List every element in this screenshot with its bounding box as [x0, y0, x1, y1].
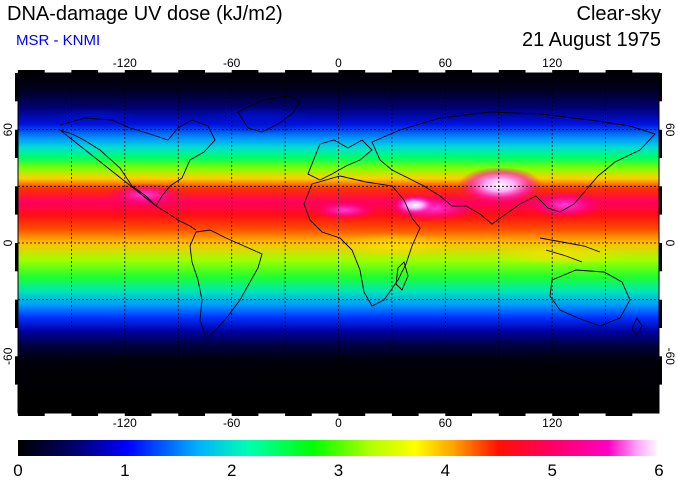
maritime-continent-coast: [539, 237, 601, 263]
africa-coast: [303, 175, 421, 307]
lon-tick-label: 0: [335, 56, 342, 70]
colorbar-label: 4: [441, 461, 450, 480]
europe-coast: [307, 139, 373, 181]
madagascar-coast: [395, 261, 409, 291]
colorbar-labels: 0 1 2 3 4 5 6: [13, 461, 663, 480]
lat-tick-label: 0: [663, 240, 677, 247]
north-america-coast: [59, 117, 216, 231]
colorbar-label: 5: [547, 461, 556, 480]
sky-condition-label: Clear-sky: [576, 3, 661, 25]
lon-tick-label: 0: [335, 416, 342, 430]
lon-ticks-top: -120 -60 0 60 120: [113, 56, 563, 70]
lon-tick-label: -60: [223, 56, 241, 70]
source-label: MSR - KNMI: [16, 32, 101, 49]
greenland-coast: [237, 95, 301, 133]
lat-tick-label: 60: [1, 123, 15, 137]
lon-tick-label: 120: [542, 416, 562, 430]
eurasia-coast: [371, 111, 656, 225]
lat-tick-label: 0: [1, 239, 15, 246]
north-atlantic-low: [198, 106, 318, 134]
frame-checkers: [15, 70, 662, 416]
lat-ticks-left: 60 0 -60: [1, 123, 15, 365]
australia-coast: [549, 269, 631, 327]
lon-tick-label: -120: [113, 416, 137, 430]
lon-tick-label: 60: [439, 56, 453, 70]
colorbar-label: 0: [13, 461, 22, 480]
lat-tick-label: -60: [663, 348, 677, 366]
coastlines: [59, 95, 656, 339]
lat-tick-label: -60: [1, 347, 15, 365]
lon-ticks-bottom: -120 -60 0 60 120: [113, 416, 563, 430]
map-title: DNA-damage UV dose (kJ/m2): [7, 3, 283, 25]
lon-tick-label: -120: [113, 56, 137, 70]
date-label: 21 August 1975: [521, 29, 661, 51]
colorbar: [18, 440, 659, 456]
tibet-hotspot: [458, 167, 542, 203]
lon-tick-label: 60: [439, 416, 453, 430]
colorbar-label: 3: [334, 461, 343, 480]
new-zealand-coast: [631, 317, 643, 337]
lon-tick-label: -60: [223, 416, 241, 430]
graticule: [18, 73, 659, 413]
colorbar-label: 2: [227, 461, 236, 480]
lat-tick-label: 60: [663, 123, 677, 137]
colorbar-label: 6: [654, 461, 663, 480]
colorbar-label: 1: [120, 461, 129, 480]
lon-tick-label: 120: [542, 56, 562, 70]
lat-ticks-right: 60 0 -60: [663, 123, 677, 365]
